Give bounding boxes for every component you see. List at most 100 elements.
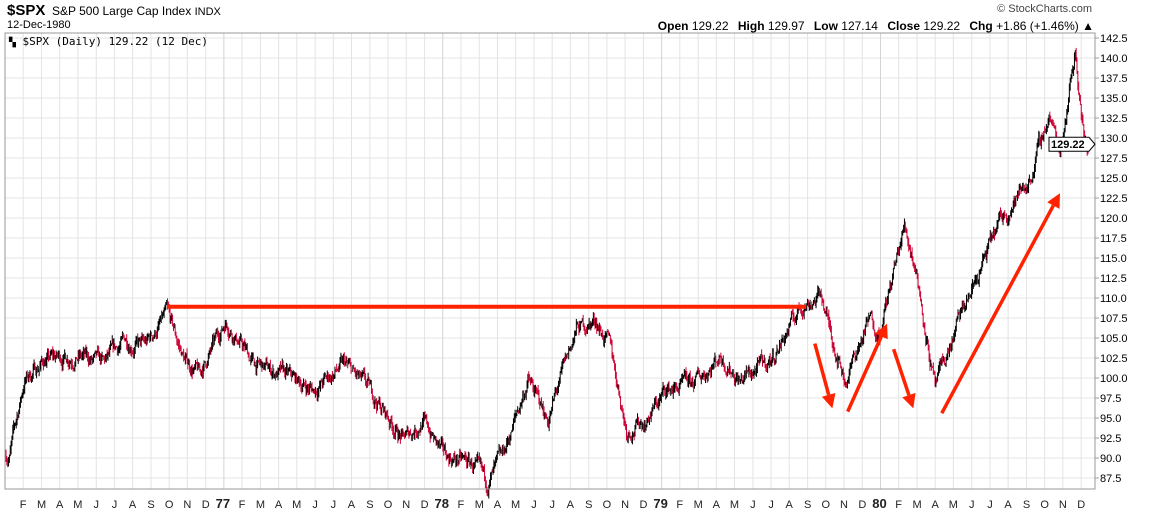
x-tick-label: F [239,499,246,511]
y-tick-label: 102.5 [1100,353,1128,365]
x-tick-label: A [348,499,356,511]
x-tick-label: J [768,499,774,511]
price-tag-text: 129.22 [1051,139,1085,151]
plot-frame [4,32,1096,490]
x-tick-label: M [511,499,520,511]
x-tick-label: A [567,499,575,511]
x-tick-label: N [183,499,191,511]
arrow-head-icon [821,393,836,409]
legend-text: $SPX (Daily) 129.22 (12 Dec) [22,35,208,48]
y-tick-label: 90.0 [1100,453,1121,465]
x-tick-label: A [786,499,794,511]
x-tick-label: F [20,499,27,511]
x-tick-label: N [840,499,848,511]
x-tick-label: D [421,499,429,511]
y-tick-label: 95.0 [1100,413,1121,425]
arrow-head-icon [902,392,916,409]
y-tick-label: 140.0 [1100,53,1128,65]
low-value: 127.14 [841,19,878,33]
close-value: 129.22 [923,19,961,33]
y-axis: 87.5 90.0 92.5 95.0 97.5 100.0 102.5 105.0 107.5… [1095,33,1128,485]
x-tick-label: O [1040,499,1049,511]
x-tick-label: M [73,499,82,511]
y-tick-label: 135.0 [1100,93,1128,105]
x-tick-label: J [987,499,993,511]
y-tick-label: 105.0 [1100,333,1128,345]
x-tick-label: M [912,499,921,511]
close-label: Close [887,19,920,33]
price-bars [5,47,1089,499]
high-value: 129.97 [767,19,805,33]
arrow-shaft [891,348,911,396]
x-tick-label: S [585,499,592,511]
x-tick-label: F [676,499,683,511]
x-tick-label: A [713,499,721,511]
annotations [166,193,1060,415]
x-tick-label: J [94,499,100,511]
low-label: Low [813,19,838,33]
x-tick-label: A [275,499,283,511]
x-axis: F M A M J J A S O N D 77 F M A M J J A S O N D 78 F M A M J J A S O N D 79 F… [20,496,1085,511]
x-tick-label: F [895,499,902,511]
x-tick-label: S [147,499,154,511]
x-tick-label: M [949,499,958,511]
y-tick-label: 120.0 [1100,213,1128,225]
x-tick-label: F [458,499,465,511]
x-tick-label: O [384,499,393,511]
y-tick-label: 125.0 [1100,173,1128,185]
open-label: Open [657,19,689,33]
x-tick-label: J [331,499,337,511]
open-value: 129.22 [691,19,729,33]
x-tick-label: M [694,499,703,511]
x-tick-label: J [969,499,975,511]
arrow-shaft [940,204,1055,415]
legend: ▚ $SPX (Daily) 129.22 (12 Dec) [9,35,208,48]
x-tick-label: A [494,499,502,511]
index-name: S&P 500 Large Cap Index INDX [52,4,221,18]
x-tick-label: D [639,499,647,511]
x-tick-label: O [603,499,612,511]
x-tick-label: M [37,499,46,511]
x-tick-label: A [56,499,64,511]
x-tick-label: 78 [435,496,449,511]
x-tick-label: S [366,499,373,511]
y-tick-label: 112.5 [1100,273,1127,285]
y-tick-label: 117.5 [1100,233,1127,245]
chg-label: Chg [969,19,993,33]
x-tick-label: D [202,499,210,511]
symbol: $SPX [7,2,46,19]
x-tick-label: J [112,499,118,511]
y-tick-label: 127.5 [1100,153,1128,165]
arrow-head-icon [874,323,888,340]
chg-value: +1.86 (+1.46%) ▲ [996,19,1094,33]
y-tick-label: 97.5 [1100,393,1121,405]
x-tick-label: A [1004,499,1012,511]
x-tick-label: N [621,499,629,511]
price-tag-box [1048,136,1096,152]
y-tick-label: 130.0 [1100,133,1128,145]
y-tick-label: 132.5 [1100,113,1128,125]
arrow-shaft [813,343,831,396]
x-tick-label: 80 [872,496,886,511]
x-tick-label: S [1023,499,1030,511]
x-tick-label: S [804,499,811,511]
y-tick-label: 115.0 [1100,253,1127,265]
grid [5,33,1095,489]
x-tick-label: O [822,499,831,511]
x-tick-label: M [256,499,265,511]
x-tick-label: J [549,499,555,511]
price-tag: 129.22 [1048,136,1096,152]
bar-chart-icon: ▚ [9,38,16,48]
x-tick-label: M [292,499,301,511]
arrow-head-icon [1047,193,1060,209]
x-tick-label: A [932,499,940,511]
y-tick-label: 100.0 [1100,373,1128,385]
x-tick-label: D [858,499,866,511]
x-tick-label: J [531,499,537,511]
x-tick-label: J [312,499,318,511]
x-tick-label: N [1059,499,1067,511]
ohlc-readout: Open 129.22 High 129.97 Low 127.14 Close… [652,19,1094,33]
y-tick-label: 92.5 [1100,433,1121,445]
